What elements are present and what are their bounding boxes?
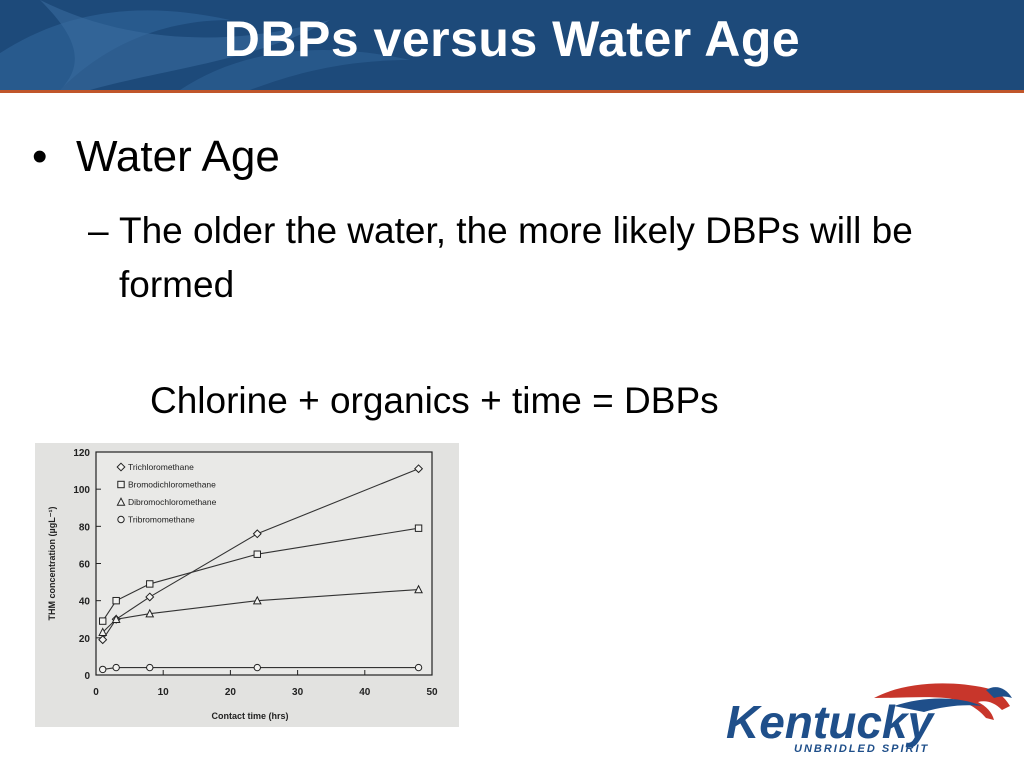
data-point-square	[99, 617, 107, 625]
bullet-dot-icon: •	[32, 132, 48, 181]
data-point-triangle	[98, 627, 108, 636]
data-point-circle	[117, 515, 125, 524]
dash-icon: –	[88, 210, 109, 251]
header-swirl-decoration	[0, 0, 410, 90]
x-tick-label: 30	[292, 687, 304, 698]
data-point-circle	[99, 665, 107, 674]
data-point-circle	[414, 663, 423, 672]
data-point-triangle	[116, 497, 126, 506]
x-tick-label: 40	[359, 687, 371, 698]
x-tick-label: 10	[158, 687, 170, 698]
data-point-diamond	[252, 529, 262, 539]
slide-header: DBPs versus Water Age	[0, 0, 1024, 90]
legend-entry: Trichloromethane	[128, 462, 194, 472]
x-axis-label: Contact time (hrs)	[211, 711, 288, 721]
horse-icon	[874, 683, 1012, 720]
legend-entry: Bromodichloromethane	[128, 480, 216, 490]
kentucky-logo: Kentucky UNBRIDLED SPIRIT	[726, 683, 1012, 755]
data-point-triangle	[145, 608, 155, 618]
data-point-square	[253, 550, 261, 558]
data-point-diamond	[145, 592, 155, 602]
y-axis-label: THM concentration (µgL⁻¹)	[47, 507, 57, 621]
data-point-square	[414, 524, 423, 532]
y-tick-label: 40	[79, 597, 91, 608]
thm-chart-image: 0 20 40 60 80 100 120 0 10 20 30 40 50 Contact time (…	[35, 443, 459, 727]
data-point-square	[112, 596, 120, 605]
data-point-diamond	[98, 635, 108, 645]
data-point-square	[146, 580, 154, 588]
x-tick-label: 20	[225, 687, 237, 698]
data-point-circle	[253, 663, 261, 672]
data-point-circle	[112, 663, 120, 672]
data-point-diamond	[116, 462, 126, 472]
data-point-triangle	[414, 584, 423, 594]
data-point-circle	[146, 663, 154, 672]
equation-text: Chlorine + organics + time = DBPs	[150, 380, 719, 421]
legend-entry: Tribromomethane	[128, 515, 195, 525]
slide-title: DBPs versus Water Age	[223, 11, 801, 67]
y-tick-label: 80	[79, 522, 91, 533]
y-tick-label: 120	[73, 448, 90, 459]
y-tick-label: 100	[73, 485, 90, 496]
y-tick-label: 0	[84, 671, 90, 682]
x-tick-label: 0	[93, 687, 99, 698]
header-divider	[0, 90, 1024, 93]
plot-frame	[95, 451, 433, 676]
logo-wordmark: Kentucky	[726, 696, 935, 748]
legend-entry: Dibromochloromethane	[128, 497, 217, 507]
thm-chart: 0 20 40 60 80 100 120 0 10 20 30 40 50 Contact time (…	[47, 448, 438, 721]
y-tick-label: 60	[79, 560, 91, 571]
logo-tagline: UNBRIDLED SPIRIT	[794, 743, 929, 755]
data-point-diamond	[414, 464, 424, 474]
bullet-text: Water Age	[76, 132, 280, 181]
x-tick-label: 50	[426, 687, 438, 698]
data-point-triangle	[252, 595, 262, 605]
sub-bullet-text: The older the water, the more likely DBP…	[119, 210, 913, 305]
data-point-square	[117, 480, 125, 489]
data-point-triangle	[111, 614, 121, 623]
y-tick-label: 20	[79, 634, 91, 645]
